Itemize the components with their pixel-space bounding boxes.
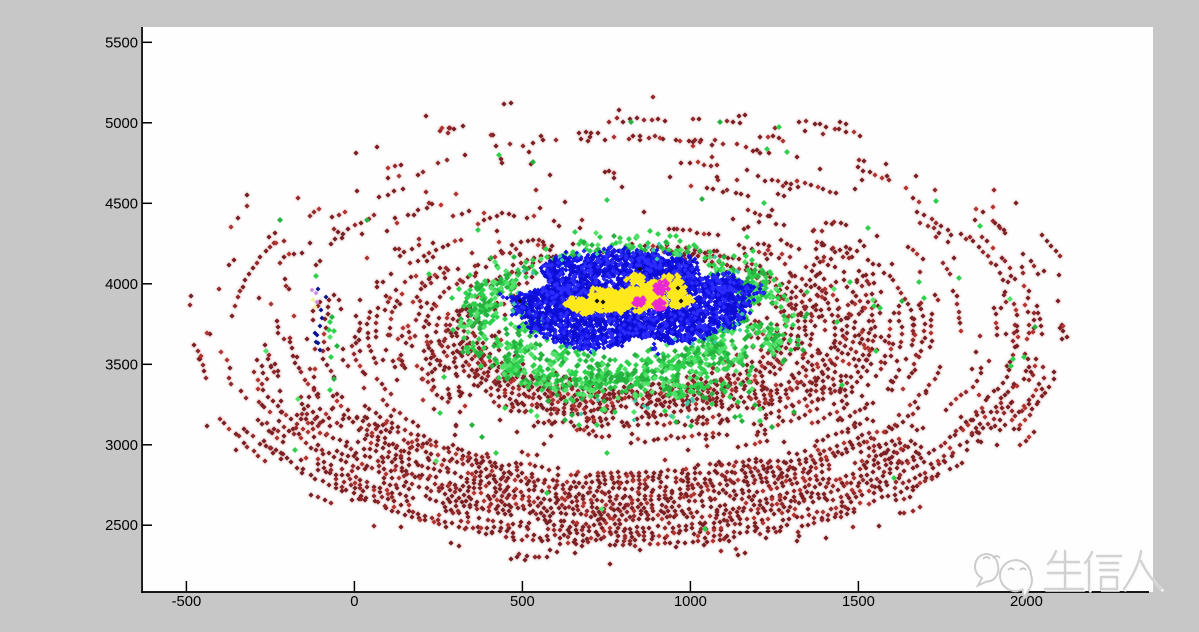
svg-text:2500: 2500 (105, 518, 138, 534)
svg-text:500: 500 (510, 594, 535, 610)
svg-text:0: 0 (350, 594, 358, 610)
svg-text:1000: 1000 (674, 594, 707, 610)
svg-text:1500: 1500 (842, 594, 875, 610)
svg-text:3500: 3500 (105, 357, 138, 373)
svg-text:-500: -500 (172, 594, 202, 610)
svg-text:3000: 3000 (105, 438, 138, 454)
svg-text:2000: 2000 (1010, 594, 1043, 610)
svg-text:4000: 4000 (105, 277, 138, 293)
svg-text:5500: 5500 (105, 35, 138, 51)
svg-text:4500: 4500 (105, 196, 138, 212)
svg-text:5000: 5000 (105, 116, 138, 132)
